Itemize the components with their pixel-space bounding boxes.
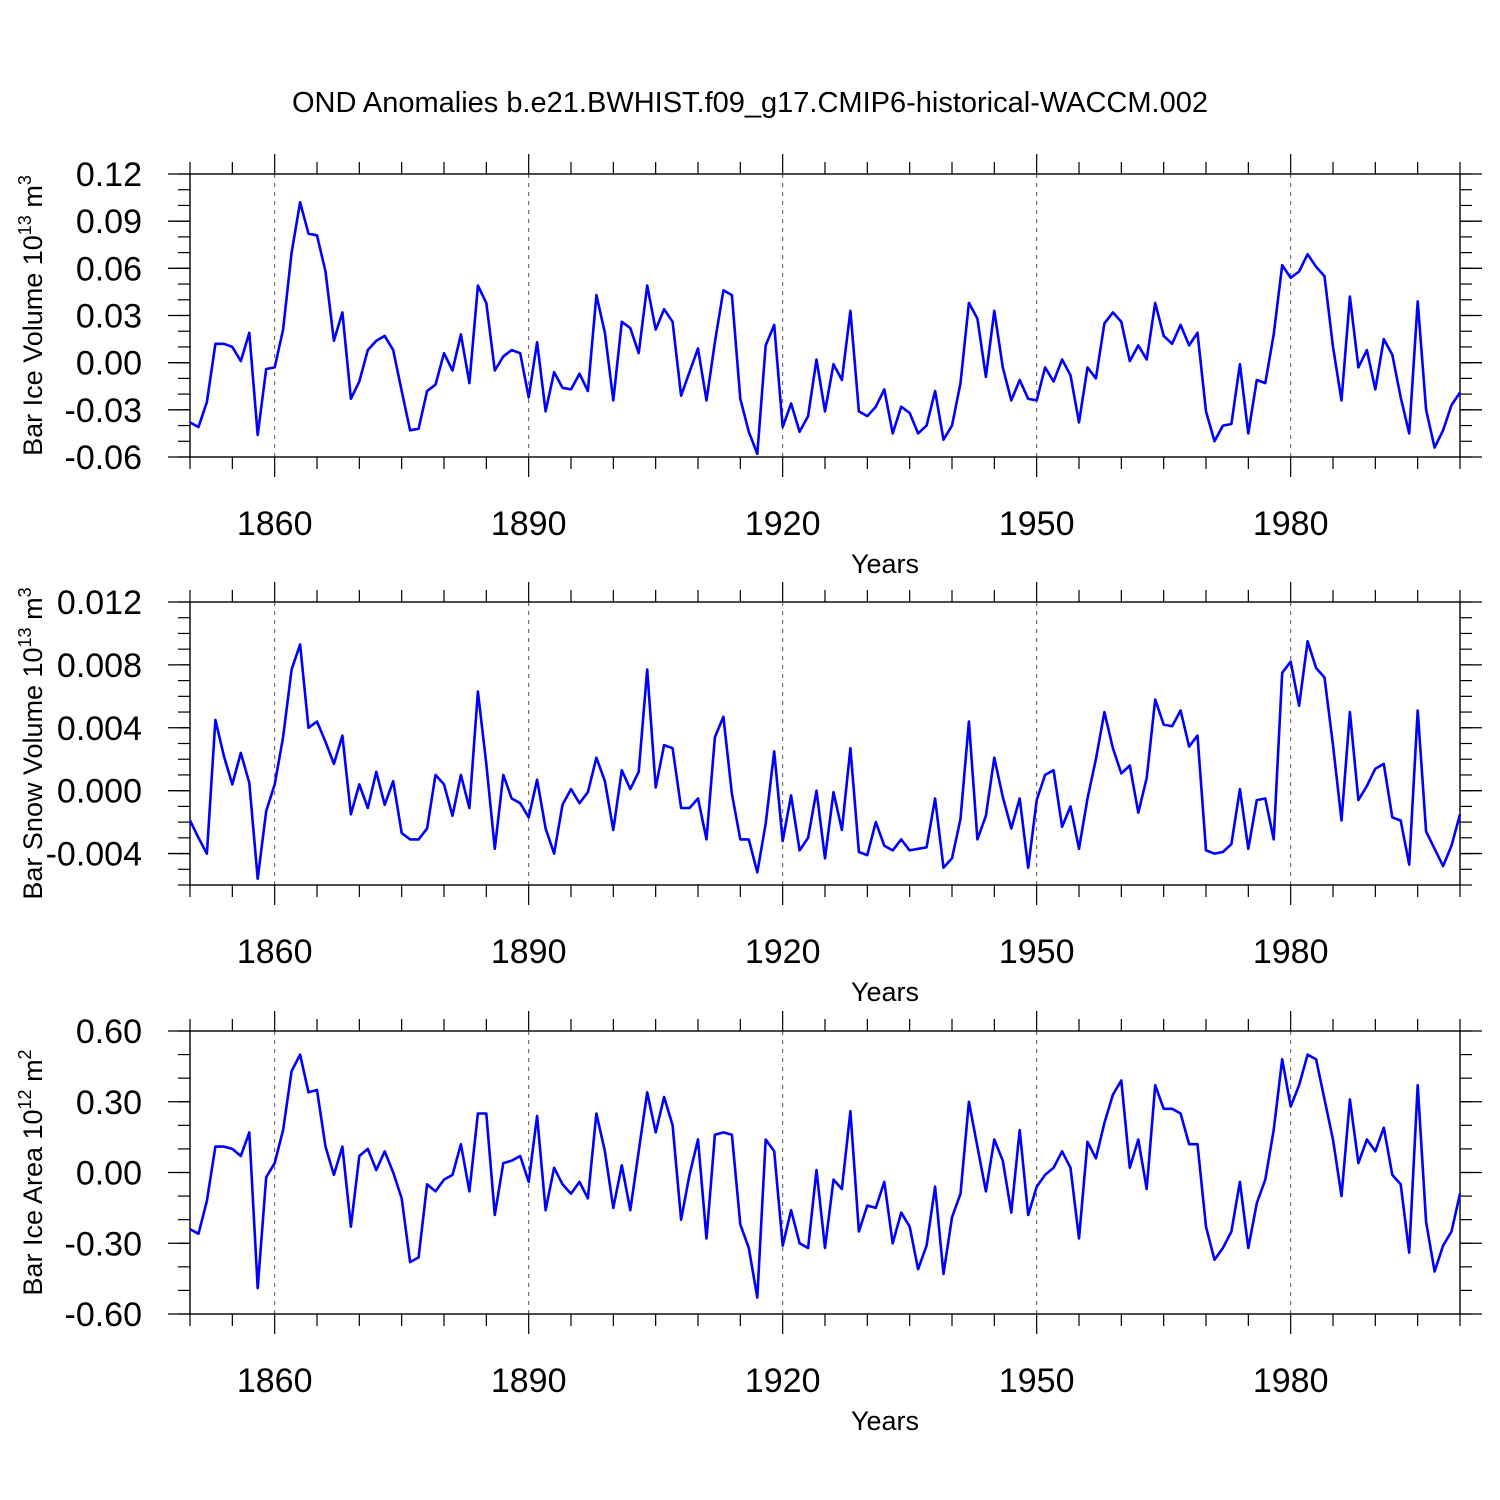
y-tick-label: 0.12 <box>76 156 142 194</box>
y-tick-label: -0.03 <box>65 392 143 430</box>
plot-frame <box>189 173 1461 458</box>
x-tick-label: 1890 <box>491 505 567 543</box>
chart-panel-1: 1860 1890 1920 1950 1980 -0.06 -0.03 0.00 0.03 0.… <box>15 154 1482 579</box>
plot-frame <box>189 601 1461 886</box>
y-tick-label: -0.60 <box>65 1296 143 1334</box>
x-axis-label: Years <box>851 977 919 1007</box>
series-line <box>189 201 1462 456</box>
series-line <box>189 1053 1462 1299</box>
x-axis-label: Years <box>851 1406 919 1436</box>
plot-frame <box>189 1030 1461 1315</box>
y-tick-label: 0.000 <box>57 773 142 811</box>
y-axis-label: Bar Ice Area 1012 m2 <box>15 1049 48 1295</box>
y-tick-label: 0.00 <box>76 1155 142 1193</box>
y-tick-label: 0.06 <box>76 250 142 288</box>
x-tick-label: 1860 <box>237 933 313 971</box>
chart-panel-3: 1860 1890 1920 1950 1980 -0.60 -0.30 0.00 0.30 0.… <box>15 1011 1482 1436</box>
y-tick-label: -0.004 <box>46 836 142 874</box>
x-tick-label: 1950 <box>999 505 1075 543</box>
y-axis-label: Bar Snow Volume 1013 m3 <box>15 587 48 899</box>
x-tick-label: 1920 <box>745 1362 821 1400</box>
y-tick-label: 0.00 <box>76 345 142 383</box>
y-tick-label: 0.03 <box>76 298 142 336</box>
y-tick-label: 0.008 <box>57 647 142 685</box>
y-tick-label: 0.30 <box>76 1084 142 1122</box>
x-tick-label: 1980 <box>1253 1362 1329 1400</box>
series-line <box>188 639 1462 881</box>
x-tick-label: 1890 <box>491 933 567 971</box>
x-tick-label: 1980 <box>1253 933 1329 971</box>
y-tick-label: -0.06 <box>65 439 143 477</box>
chart-title: OND Anomalies b.e21.BWHIST.f09_g17.CMIP6… <box>292 87 1208 119</box>
y-tick-label: 0.60 <box>76 1013 142 1051</box>
x-tick-label: 1920 <box>745 505 821 543</box>
y-tick-label: -0.30 <box>65 1225 143 1263</box>
x-tick-label: 1890 <box>491 1362 567 1400</box>
y-tick-label: 0.012 <box>57 584 142 622</box>
x-tick-label: 1920 <box>745 933 821 971</box>
x-tick-label: 1950 <box>999 933 1075 971</box>
x-axis-label: Years <box>851 549 919 579</box>
y-tick-label: 0.004 <box>57 710 142 748</box>
y-tick-label: 0.09 <box>76 203 142 241</box>
x-tick-label: 1860 <box>237 505 313 543</box>
y-axis-label: Bar Ice Volume 1013 m3 <box>15 175 48 456</box>
x-tick-label: 1950 <box>999 1362 1075 1400</box>
x-tick-label: 1980 <box>1253 505 1329 543</box>
chart-panel-2: 1860 1890 1920 1950 1980 -0.004 0.000 0.004 0.00… <box>15 582 1482 1007</box>
x-tick-label: 1860 <box>237 1362 313 1400</box>
